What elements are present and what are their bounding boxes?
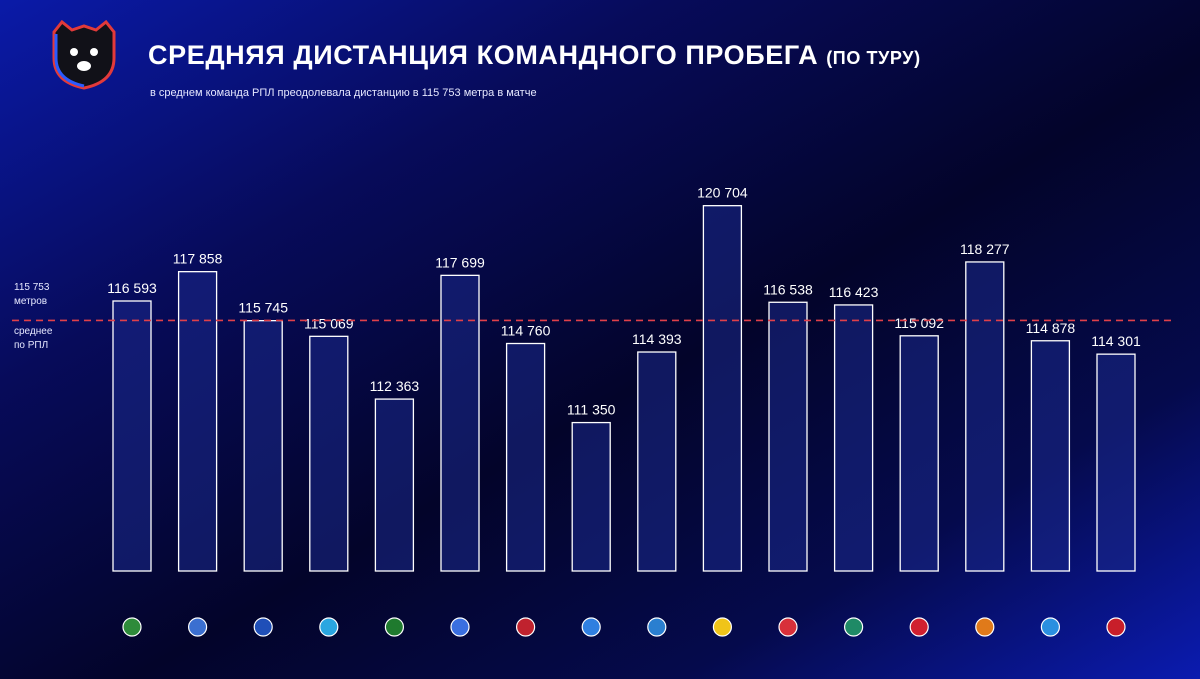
- team-logo-icon: Динамо: [253, 617, 273, 637]
- bar-value-label: 117 858: [173, 251, 223, 267]
- bar-1: [112, 300, 152, 572]
- chart-subtitle: в среднем команда РПЛ преодолевала диста…: [150, 87, 537, 99]
- bar-value-label: 115 745: [238, 300, 288, 316]
- bar-value-label: 120 704: [697, 185, 748, 201]
- bar-16: [1096, 353, 1136, 572]
- bar-13: [899, 335, 939, 572]
- team-logo-icon: Оренбург: [581, 617, 601, 637]
- team-logo-icon: Факел: [1040, 617, 1061, 637]
- chart-title-main: СРЕДНЯЯ ДИСТАНЦИЯ КОМАНДНОГО ПРОБЕГА: [148, 40, 819, 70]
- team-logo-icon: Локомотив: [515, 617, 536, 637]
- team-logo-icon: Урал: [975, 617, 995, 637]
- bar-5: [374, 398, 415, 572]
- team-logo-icon: Крылья Советов: [450, 617, 470, 637]
- bar-value-label: 114 878: [1026, 320, 1076, 336]
- bar-value-label: 115 092: [894, 315, 944, 331]
- chart-title-suffix: (ПО ТУРУ): [826, 48, 921, 68]
- bar-10: [702, 205, 743, 572]
- team-logo-icon: Ахмат: [122, 617, 142, 637]
- chart-title: СРЕДНЯЯ ДИСТАНЦИЯ КОМАНДНОГО ПРОБЕГА (ПО …: [148, 40, 921, 71]
- bar-value-label: 112 363: [370, 378, 420, 394]
- average-value-label: 115 753: [14, 282, 50, 293]
- bar-value-label: 116 593: [107, 280, 157, 296]
- team-logo-icon: ЦСКА: [1106, 617, 1126, 637]
- bar-2: [177, 271, 218, 572]
- bar-9: [637, 351, 677, 572]
- average-caption-line1: среднее: [14, 326, 53, 337]
- bar-value-label: 114 393: [632, 331, 682, 347]
- bar-8: [571, 421, 611, 572]
- average-caption-line2: по РПЛ: [14, 340, 49, 351]
- bar-7: [505, 342, 546, 572]
- bar-11: [768, 301, 808, 572]
- team-logo-icon: Ростов: [712, 617, 733, 637]
- team-logo-icon: Зенит: [319, 617, 339, 637]
- team-logo-icon: Спартак: [909, 617, 929, 637]
- bar-value-label: 117 699: [435, 254, 485, 270]
- bar-6: [440, 274, 480, 572]
- bar-value-label: 116 423: [829, 284, 879, 300]
- bar-4: [309, 335, 349, 572]
- average-unit-label: метров: [14, 296, 48, 307]
- bar-value-label: 114 301: [1091, 333, 1141, 349]
- bar-value-label: 116 538: [763, 281, 813, 297]
- team-logo-icon: Краснодар: [384, 617, 404, 637]
- league-logo: [52, 20, 116, 90]
- bar-value-label: 111 350: [567, 402, 616, 418]
- bar-value-label: 118 277: [960, 241, 1010, 257]
- bar-3: [243, 320, 283, 572]
- team-logo-icon: Балтика: [188, 617, 208, 637]
- bar-12: [833, 304, 874, 572]
- bar-value-label: 114 760: [501, 323, 551, 339]
- team-logo-icon: Рубин: [778, 617, 798, 637]
- team-logo-icon: Пари НН: [647, 617, 667, 637]
- team-logo-icon: Сочи: [843, 617, 864, 637]
- bar-15: [1030, 340, 1071, 572]
- bar-14: [965, 261, 1005, 572]
- bar-value-label: 115 069: [304, 315, 354, 331]
